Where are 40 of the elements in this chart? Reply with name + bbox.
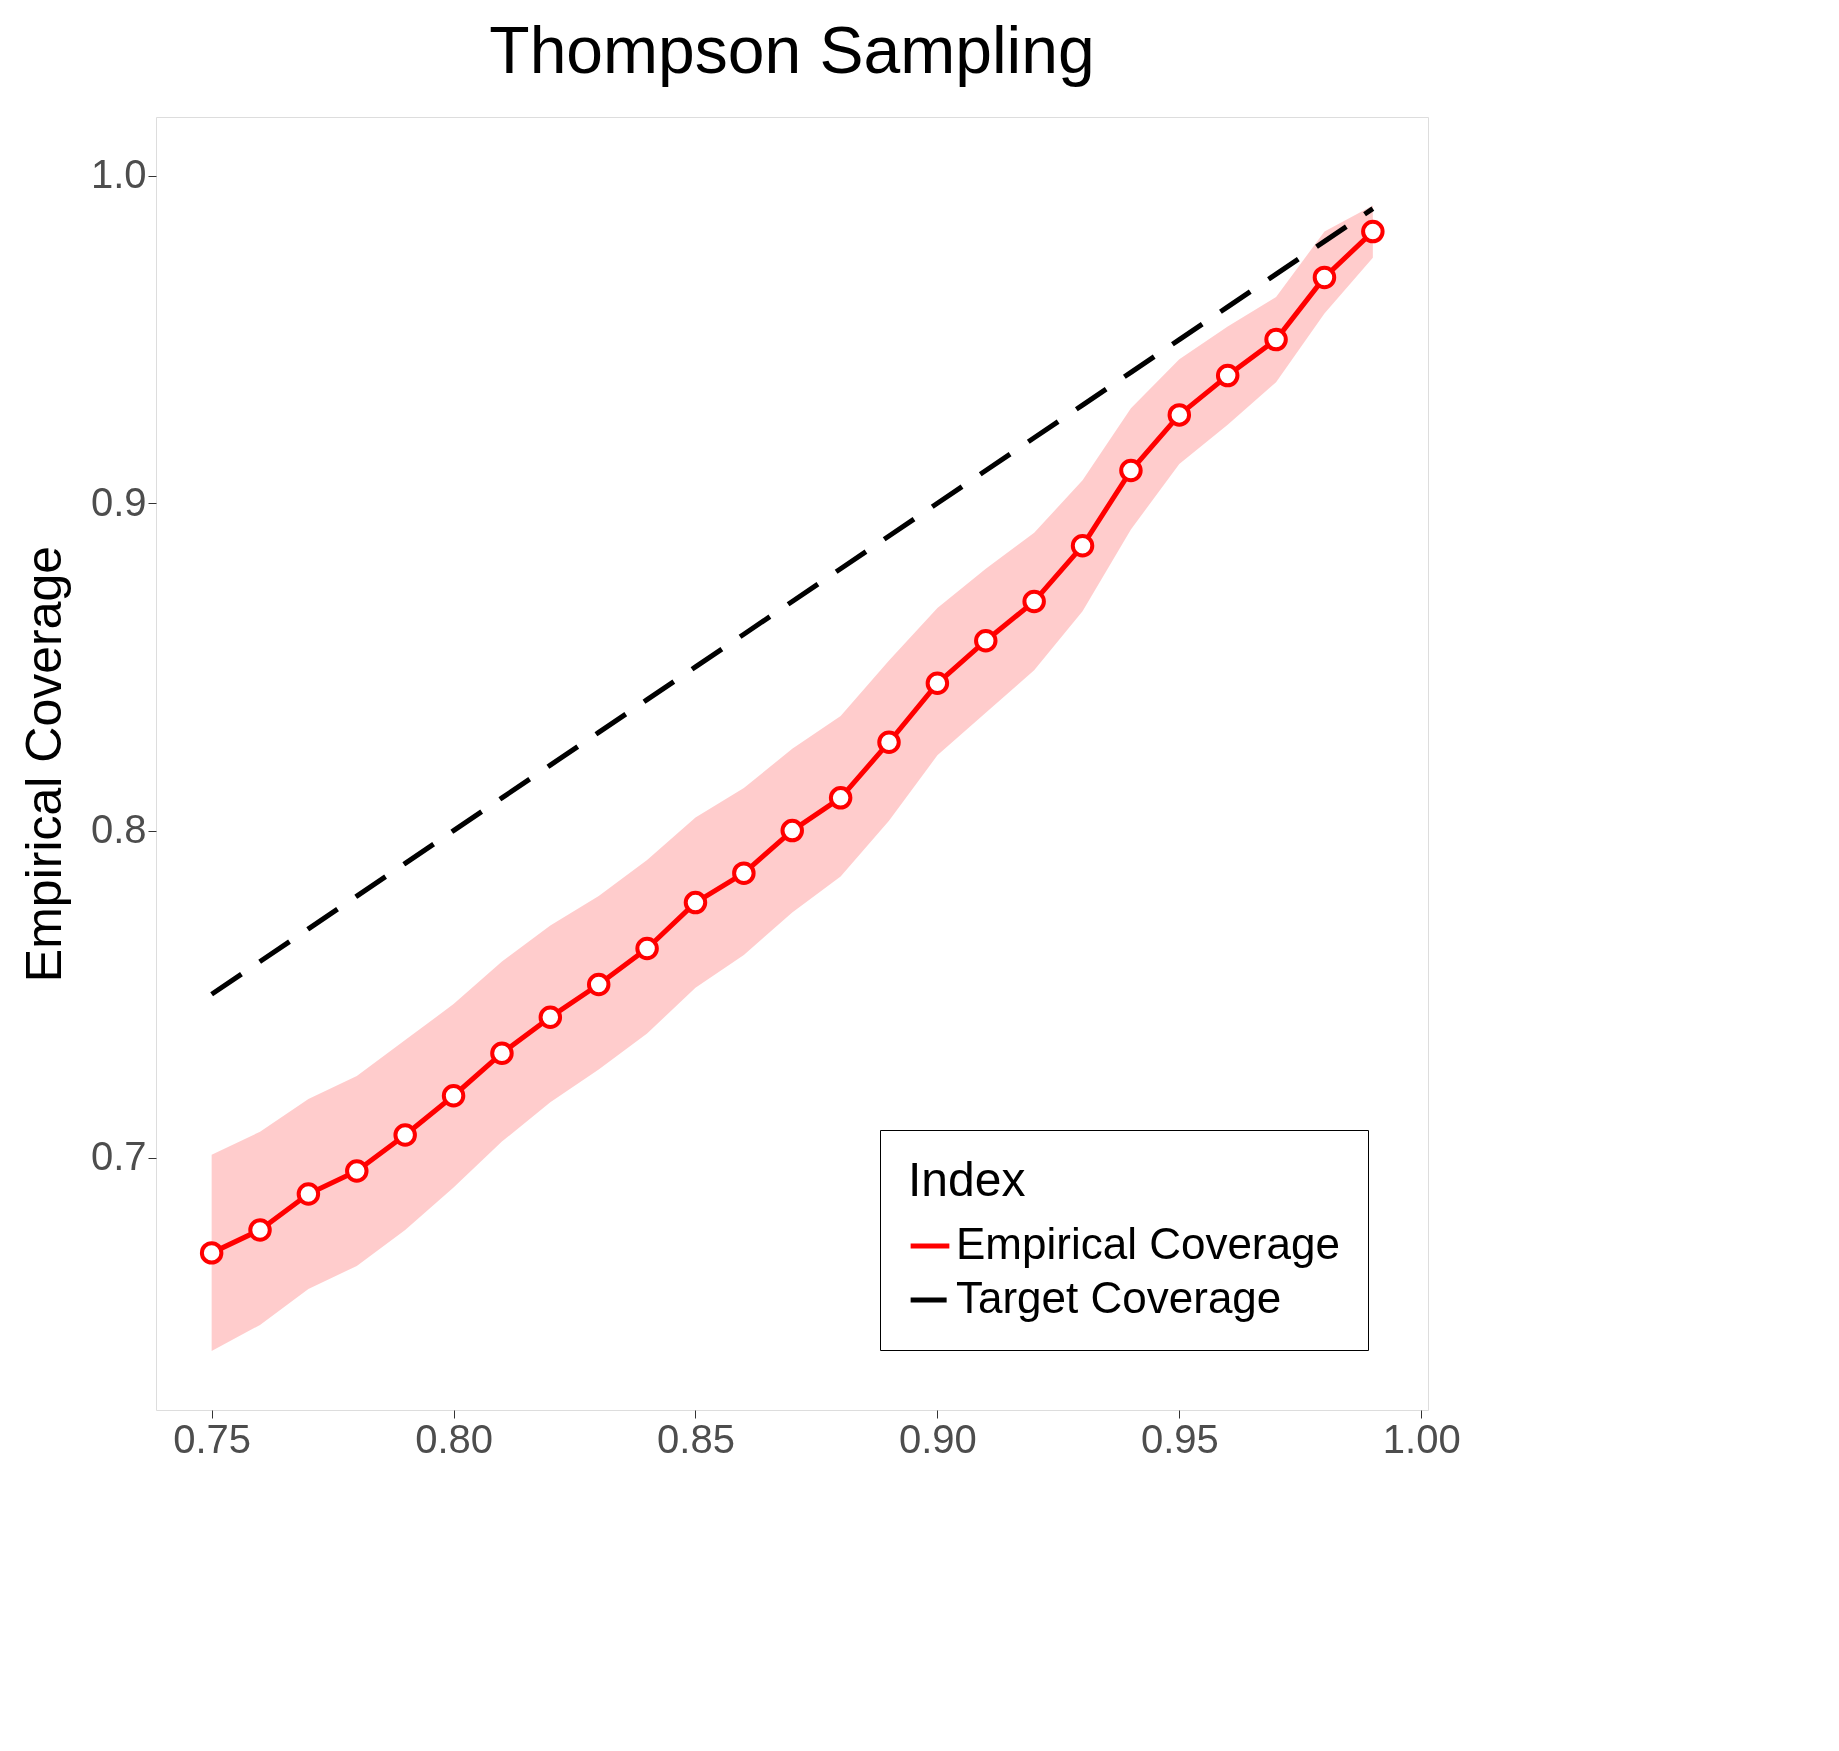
legend-title: Index — [908, 1153, 1026, 1206]
x-tick-label: 0.75 — [173, 1416, 252, 1461]
point — [828, 786, 853, 810]
point — [877, 730, 901, 754]
point — [1022, 589, 1046, 614]
point — [1167, 403, 1192, 427]
x-tick-label: 0.95 — [1140, 1416, 1219, 1461]
point — [441, 1084, 466, 1108]
point — [586, 972, 611, 997]
point — [538, 1005, 563, 1029]
y-tick-label: 0.8 — [90, 807, 147, 852]
y-tick-label: 1.0 — [90, 152, 147, 197]
x-tick-label: 1.00 — [1382, 1416, 1461, 1461]
point — [1312, 265, 1337, 290]
point — [1119, 458, 1143, 483]
point — [199, 1241, 224, 1265]
x-tick-label: 0.90 — [898, 1416, 977, 1461]
y-tick-label: 0.7 — [90, 1134, 147, 1179]
point — [490, 1041, 514, 1065]
chart-title: Thompson Sampling — [489, 13, 1095, 87]
point — [1215, 363, 1240, 388]
point — [1264, 327, 1288, 352]
point — [780, 818, 804, 843]
point — [248, 1218, 272, 1242]
legend-label: Empirical Coverage — [956, 1219, 1340, 1268]
point — [345, 1159, 369, 1183]
point — [635, 936, 659, 961]
point — [393, 1123, 417, 1147]
point — [1070, 534, 1095, 558]
x-tick-label: 0.80 — [415, 1416, 493, 1461]
y-axis-title: Empirical Coverage — [15, 545, 72, 983]
point — [683, 890, 708, 915]
point — [974, 629, 998, 653]
point — [1361, 219, 1385, 244]
x-tick-label: 0.85 — [657, 1416, 735, 1461]
point — [732, 861, 756, 885]
legend-label: Target Coverage — [956, 1273, 1282, 1322]
point — [296, 1182, 321, 1206]
y-tick-label: 0.9 — [90, 479, 147, 524]
point — [925, 671, 950, 696]
